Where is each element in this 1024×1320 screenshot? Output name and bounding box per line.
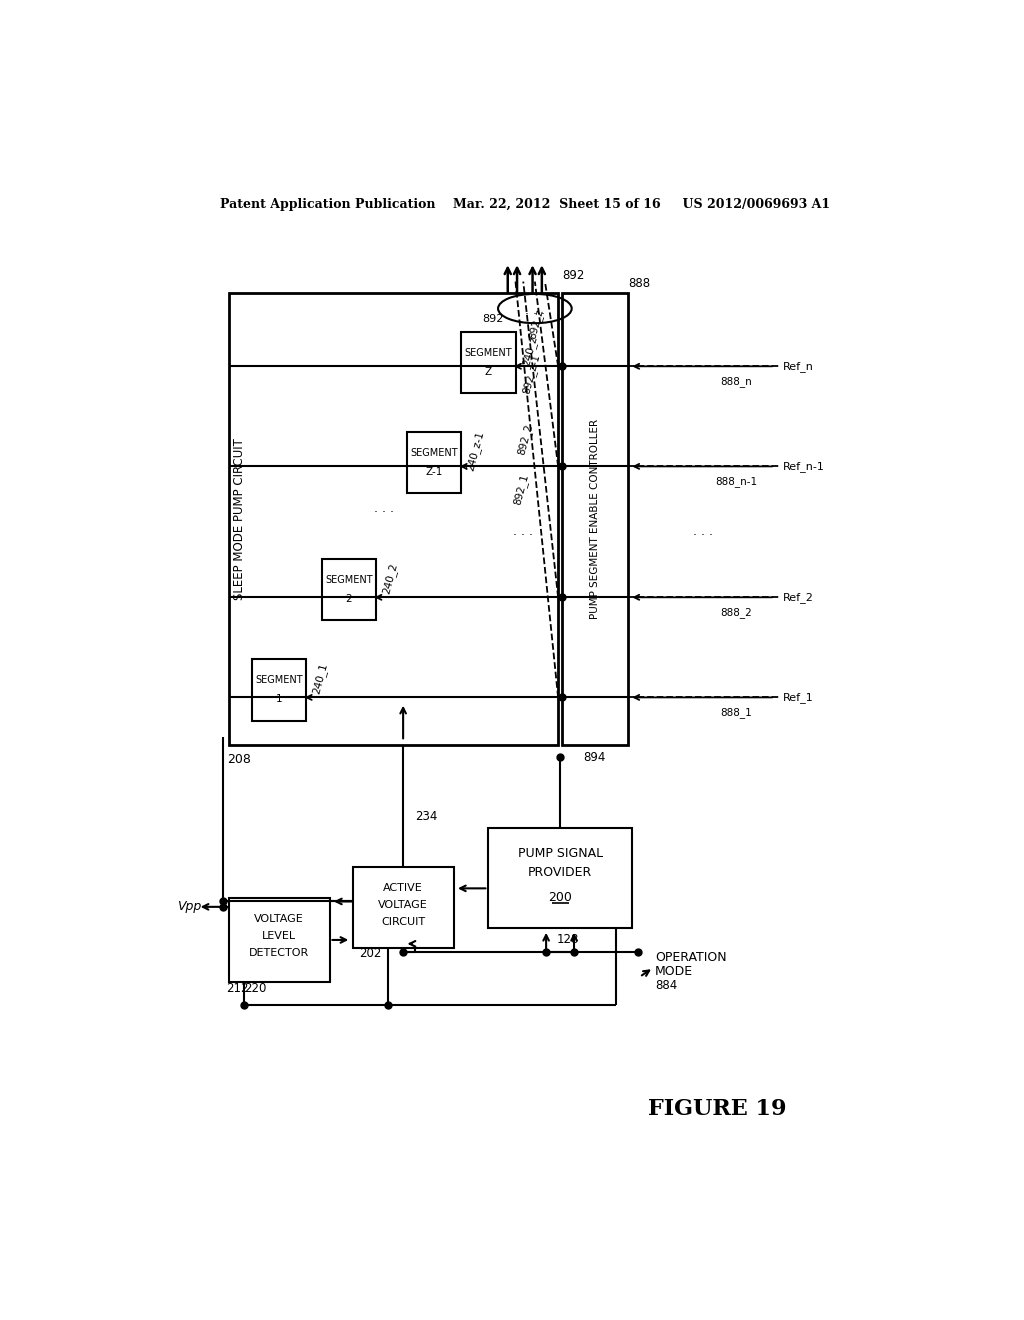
Text: 892: 892	[482, 314, 504, 323]
Text: Vpp: Vpp	[177, 900, 202, 913]
Text: 892_z-1: 892_z-1	[520, 352, 542, 395]
Text: PROVIDER: PROVIDER	[528, 866, 592, 879]
Text: Ref_n: Ref_n	[783, 360, 814, 372]
Text: PUMP SEGMENT ENABLE CONTROLLER: PUMP SEGMENT ENABLE CONTROLLER	[590, 418, 600, 619]
Text: Ref_n-1: Ref_n-1	[783, 461, 824, 471]
Bar	[352, 867, 454, 948]
Text: 894: 894	[584, 751, 606, 764]
Text: CIRCUIT: CIRCUIT	[381, 917, 425, 927]
Text: 892_z: 892_z	[526, 308, 545, 341]
Text: 1: 1	[275, 694, 283, 704]
Text: 888_n-1: 888_n-1	[716, 477, 758, 487]
Text: 888: 888	[629, 277, 650, 290]
Text: 2: 2	[345, 594, 352, 603]
Text: 888_n: 888_n	[721, 376, 753, 387]
Text: Z-1: Z-1	[425, 467, 442, 477]
Text: DETECTOR: DETECTOR	[249, 948, 309, 958]
Text: 240_1: 240_1	[311, 661, 330, 694]
Text: 128: 128	[556, 933, 579, 945]
Text: 884: 884	[655, 979, 677, 991]
Text: MODE: MODE	[655, 965, 693, 978]
Text: . . .: . . .	[693, 525, 714, 539]
Text: 240_2: 240_2	[381, 561, 399, 595]
Text: 200: 200	[548, 891, 572, 904]
Bar	[252, 659, 306, 721]
Text: . . .: . . .	[374, 502, 394, 515]
Bar	[488, 829, 632, 928]
Text: OPERATION: OPERATION	[655, 952, 727, 964]
Text: VOLTAGE: VOLTAGE	[378, 900, 428, 911]
Text: 208: 208	[227, 752, 251, 766]
Bar	[322, 558, 376, 620]
Text: 212: 212	[226, 982, 249, 995]
Text: SEGMENT: SEGMENT	[255, 676, 303, 685]
Bar	[461, 331, 515, 393]
Text: SEGMENT: SEGMENT	[465, 348, 512, 358]
Text: VOLTAGE: VOLTAGE	[254, 915, 304, 924]
Text: Ref_1: Ref_1	[783, 692, 814, 702]
Bar	[407, 432, 461, 494]
Text: 234: 234	[415, 810, 437, 824]
Text: Patent Application Publication    Mar. 22, 2012  Sheet 15 of 16     US 2012/0069: Patent Application Publication Mar. 22, …	[220, 198, 829, 211]
Text: FIGURE 19: FIGURE 19	[648, 1098, 786, 1121]
Bar	[562, 293, 628, 744]
Text: ACTIVE: ACTIVE	[383, 883, 423, 894]
Text: 892_1: 892_1	[512, 473, 530, 507]
Text: 202: 202	[359, 948, 381, 961]
Text: Ref_2: Ref_2	[783, 591, 814, 603]
Text: SLEEP MODE PUMP CIRCUIT: SLEEP MODE PUMP CIRCUIT	[233, 438, 246, 601]
Text: SEGMENT: SEGMENT	[411, 449, 458, 458]
Bar	[228, 898, 330, 982]
Text: 888_1: 888_1	[721, 708, 753, 718]
Text: SEGMENT: SEGMENT	[325, 576, 373, 585]
Text: . . .: . . .	[525, 304, 545, 317]
Text: 240_z: 240_z	[520, 335, 539, 367]
Text: . . .: . . .	[513, 525, 534, 539]
Bar	[228, 293, 558, 744]
Text: Z: Z	[484, 367, 492, 376]
Text: 888_2: 888_2	[721, 607, 753, 618]
Text: 240_z-1: 240_z-1	[465, 430, 485, 473]
Text: 892: 892	[562, 269, 585, 282]
Text: 220: 220	[245, 982, 266, 995]
Text: LEVEL: LEVEL	[262, 931, 296, 941]
Text: PUMP SIGNAL: PUMP SIGNAL	[517, 847, 603, 861]
Text: 892_2: 892_2	[516, 422, 535, 457]
